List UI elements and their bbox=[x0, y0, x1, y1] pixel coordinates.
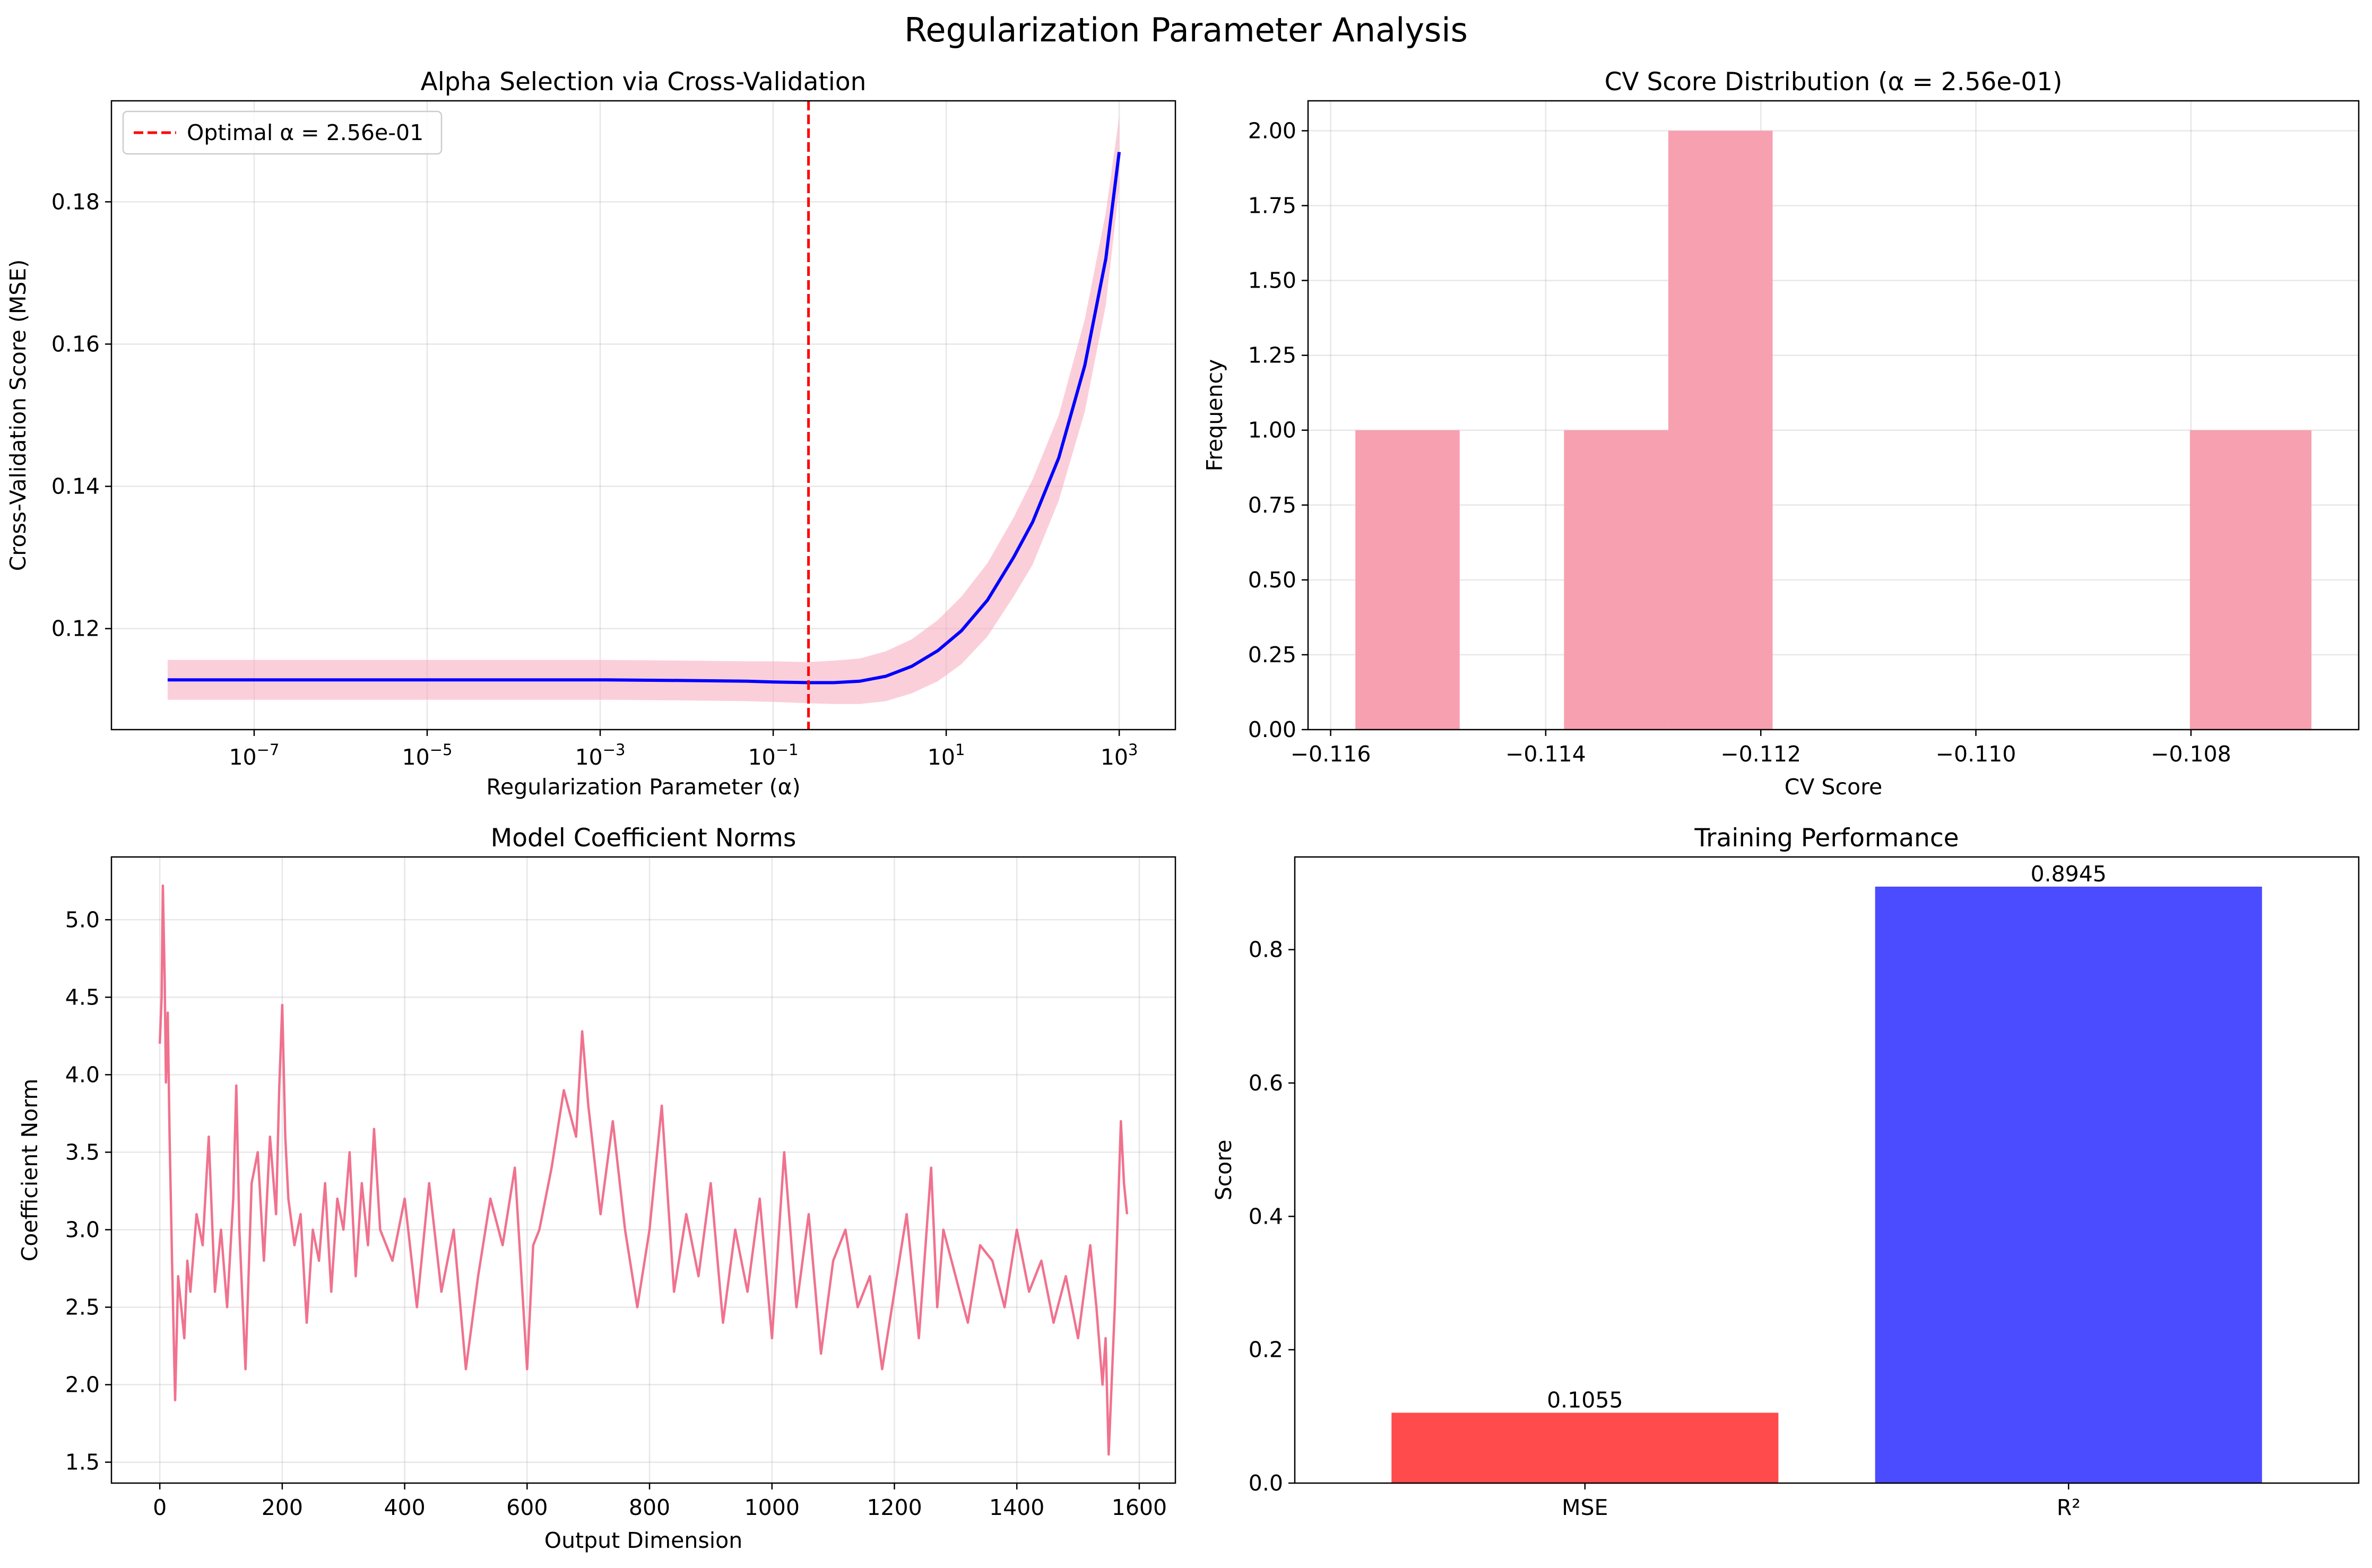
y-axis-label: Frequency bbox=[1202, 359, 1227, 472]
y-tick-label: 0.75 bbox=[1248, 492, 1296, 518]
x-tick-base: 10 bbox=[748, 744, 776, 770]
x-tick-label: 103 bbox=[1101, 741, 1138, 770]
x-tick-label: −0.114 bbox=[1505, 741, 1586, 767]
histogram-bar bbox=[1668, 131, 1773, 730]
y-axis-label: Cross-Validation Score (MSE) bbox=[5, 259, 31, 571]
y-tick-label: 0.12 bbox=[51, 616, 100, 642]
y-tick-label: 2.5 bbox=[65, 1294, 100, 1320]
x-tick-label: 600 bbox=[506, 1495, 548, 1520]
y-tick-label: 0.6 bbox=[1249, 1070, 1283, 1096]
figure-suptitle: Regularization Parameter Analysis bbox=[904, 11, 1468, 49]
x-tick-label: 400 bbox=[384, 1495, 425, 1520]
x-tick-label: 1200 bbox=[867, 1495, 922, 1520]
x-axis-label: Output Dimension bbox=[544, 1528, 742, 1553]
training-performance-panel: 0.1055 0.8945 0.0 0.2 0.4 0.6 0.8 MSE R² Training… bbox=[1211, 824, 2360, 1520]
y-tick-label: 1.00 bbox=[1248, 418, 1296, 443]
histogram-bar bbox=[2189, 430, 2312, 730]
y-tick-label: 1.25 bbox=[1248, 343, 1296, 368]
performance-bar bbox=[1875, 886, 2262, 1483]
x-tick-label: −0.112 bbox=[1720, 741, 1801, 767]
x-axis-label: CV Score bbox=[1785, 774, 1883, 800]
y-tick-label: 3.0 bbox=[65, 1217, 100, 1242]
x-tick-label: 10−1 bbox=[748, 741, 799, 770]
cv-score-distribution-panel: 0.00 0.25 0.50 0.75 1.00 1.25 1.50 1.75 2.00 −0.1… bbox=[1202, 67, 2360, 800]
x-tick-label: 10−5 bbox=[402, 741, 453, 770]
y-tick-label: 0.14 bbox=[51, 474, 100, 499]
y-tick-label: 1.75 bbox=[1248, 193, 1296, 219]
y-tick-label: 0.25 bbox=[1248, 642, 1296, 668]
x-tick-label: MSE bbox=[1562, 1495, 1608, 1520]
y-axis-label: Coefficient Norm bbox=[17, 1079, 42, 1262]
x-tick-exponent: −7 bbox=[257, 741, 280, 759]
coefficient-norm-line bbox=[158, 884, 1129, 1456]
y-tick-label: 0.2 bbox=[1249, 1337, 1283, 1363]
cv-mean-line bbox=[167, 152, 1121, 685]
x-tick-base: 10 bbox=[575, 744, 603, 770]
legend-box bbox=[122, 110, 443, 155]
y-axis-label: Score bbox=[1211, 1140, 1236, 1201]
chart-title: Model Coefficient Norms bbox=[491, 824, 797, 853]
x-tick-label: 1000 bbox=[745, 1495, 800, 1520]
x-tick-label: 1400 bbox=[989, 1495, 1044, 1520]
x-tick-exponent: 3 bbox=[1128, 741, 1138, 759]
x-tick-label: 101 bbox=[928, 741, 965, 770]
x-tick-label: 800 bbox=[629, 1495, 670, 1520]
y-tick-label: 2.0 bbox=[65, 1372, 100, 1398]
x-tick-label: 10−7 bbox=[229, 741, 279, 770]
chart-title: CV Score Distribution (α = 2.56e-01) bbox=[1605, 67, 2063, 97]
x-tick-label: 1600 bbox=[1112, 1495, 1167, 1520]
axes-frame bbox=[110, 856, 1176, 1484]
bar-value-label: 0.8945 bbox=[2030, 861, 2106, 887]
chart-title: Training Performance bbox=[1694, 824, 1959, 853]
axes-frame bbox=[1294, 856, 2360, 1484]
x-tick-exponent: 1 bbox=[955, 741, 965, 759]
y-tick-label: 0.8 bbox=[1249, 937, 1283, 963]
y-tick-label: 1.5 bbox=[65, 1450, 100, 1475]
y-tick-label: 0.4 bbox=[1249, 1203, 1283, 1229]
y-tick-label: 0.16 bbox=[51, 331, 100, 357]
coefficient-norms-panel: 1.5 2.0 2.5 3.0 3.5 4.0 4.5 5.0 0 200 400 600 800 100… bbox=[17, 824, 1176, 1553]
x-tick-exponent: −3 bbox=[603, 741, 626, 759]
legend-label: Optimal α = 2.56e-01 bbox=[187, 120, 423, 145]
histogram-bar bbox=[1564, 430, 1668, 730]
x-tick-label: 0 bbox=[153, 1495, 167, 1520]
x-tick-exponent: −5 bbox=[430, 741, 453, 759]
cv-std-band bbox=[167, 116, 1120, 704]
y-tick-label: 4.0 bbox=[65, 1062, 100, 1087]
y-tick-label: 5.0 bbox=[65, 907, 100, 932]
y-tick-label: 0.18 bbox=[51, 189, 100, 214]
x-tick-label: 10−3 bbox=[575, 741, 626, 770]
y-tick-label: 0.0 bbox=[1249, 1470, 1283, 1496]
x-tick-label: R² bbox=[2057, 1495, 2081, 1520]
x-tick-label: −0.110 bbox=[1936, 741, 2016, 767]
histogram-bar bbox=[1355, 430, 1460, 730]
x-tick-label: −0.108 bbox=[2151, 741, 2231, 767]
x-tick-base: 10 bbox=[928, 744, 955, 770]
x-tick-base: 10 bbox=[229, 744, 256, 770]
x-tick-base: 10 bbox=[1101, 744, 1128, 770]
chart-title: Alpha Selection via Cross-Validation bbox=[421, 67, 867, 97]
bar-value-label: 0.1055 bbox=[1547, 1387, 1623, 1413]
y-tick-label: 1.50 bbox=[1248, 268, 1296, 293]
axes-frame bbox=[1307, 100, 2360, 731]
performance-bar bbox=[1391, 1413, 1779, 1483]
legend: Optimal α = 2.56e-01 bbox=[122, 110, 443, 155]
y-tick-label: 3.5 bbox=[65, 1139, 100, 1165]
axes-frame bbox=[110, 100, 1176, 731]
y-tick-label: 2.00 bbox=[1248, 118, 1296, 143]
y-tick-label: 4.5 bbox=[65, 984, 100, 1010]
x-tick-label: 200 bbox=[262, 1495, 303, 1520]
y-tick-label: 0.50 bbox=[1248, 567, 1296, 593]
x-axis-label: Regularization Parameter (α) bbox=[486, 774, 800, 800]
y-tick-label: 0.00 bbox=[1248, 717, 1296, 742]
x-tick-base: 10 bbox=[402, 744, 430, 770]
x-tick-exponent: −1 bbox=[776, 741, 799, 759]
x-tick-label: −0.116 bbox=[1291, 741, 1371, 767]
